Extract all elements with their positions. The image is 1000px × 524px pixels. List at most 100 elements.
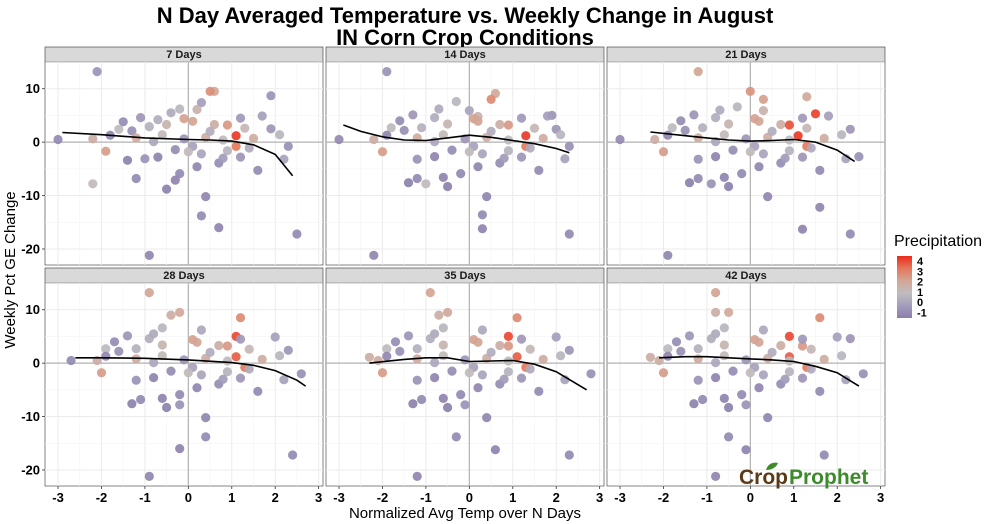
data-point (434, 310, 444, 320)
x-tick-label: 0 (747, 490, 754, 505)
legend-label: 2 (917, 277, 923, 289)
legend-colorbar (897, 256, 912, 318)
data-point (196, 98, 206, 108)
data-point (556, 130, 566, 140)
data-point (162, 119, 172, 130)
data-point (166, 108, 176, 118)
data-point (719, 130, 729, 140)
data-point (815, 386, 825, 396)
points-group (66, 288, 307, 481)
data-point (724, 119, 734, 129)
data-point (482, 192, 492, 202)
facet-strip-label: 21 Days (725, 49, 767, 61)
data-point (832, 332, 842, 342)
data-point (196, 211, 206, 221)
data-point (430, 373, 440, 383)
data-point (797, 152, 808, 162)
data-point (279, 375, 289, 385)
x-tick-label: -1 (139, 490, 151, 505)
data-point (218, 153, 228, 163)
data-point (144, 334, 154, 344)
legend-label: 4 (917, 256, 924, 268)
data-point (425, 334, 435, 344)
data-point (499, 153, 509, 163)
data-point (166, 366, 176, 376)
data-point (477, 149, 487, 159)
smooth-curve (659, 355, 860, 387)
data-point (175, 444, 185, 454)
data-point (408, 399, 418, 409)
data-point (114, 346, 124, 356)
data-point (564, 450, 574, 460)
data-point (144, 250, 154, 260)
data-point (797, 373, 808, 383)
data-point (231, 141, 241, 151)
data-point (266, 124, 276, 134)
data-point (667, 123, 677, 133)
data-point (516, 373, 527, 383)
data-point (279, 154, 289, 164)
data-point (438, 393, 448, 403)
legend-label: 0 (917, 297, 923, 309)
data-point (728, 366, 738, 376)
data-point (377, 368, 388, 378)
data-point (564, 229, 574, 239)
data-point (144, 122, 154, 132)
plot-background (606, 282, 886, 487)
data-point (473, 383, 483, 393)
data-point (473, 337, 483, 347)
x-tick-label: -3 (614, 490, 626, 505)
legend-title: Precipitation (894, 233, 982, 250)
data-point (724, 432, 734, 442)
data-point (183, 368, 193, 378)
data-point (166, 310, 176, 320)
data-point (806, 364, 816, 374)
data-point (741, 445, 751, 455)
data-point (218, 374, 228, 384)
smooth-curve (343, 124, 570, 154)
data-point (175, 307, 185, 317)
data-point (490, 445, 500, 455)
facet-strip-label: 7 Days (166, 49, 201, 61)
chart-title-line1: N Day Averaged Temperature vs. Weekly Ch… (157, 3, 774, 28)
legend-label: 3 (917, 266, 923, 278)
data-point (797, 224, 808, 234)
data-point (711, 358, 721, 368)
data-point (689, 399, 699, 409)
data-point (456, 169, 466, 179)
data-point (222, 120, 232, 130)
data-point (253, 165, 263, 175)
plot-background (606, 61, 886, 266)
data-point (136, 113, 146, 123)
x-axis-title: Normalized Avg Temp over N Days (349, 505, 581, 522)
data-point (464, 147, 474, 157)
smooth-curve (62, 131, 294, 177)
data-point (741, 134, 751, 144)
data-point (412, 344, 422, 354)
data-point (403, 331, 414, 341)
data-point (689, 110, 699, 120)
data-point (698, 394, 708, 405)
data-point (283, 345, 293, 355)
y-tick-label: -20 (21, 241, 40, 256)
data-point (235, 334, 246, 344)
facet-strip-label: 14 Days (444, 49, 486, 61)
data-point (149, 137, 159, 147)
data-point (201, 413, 211, 423)
data-point (815, 202, 825, 212)
data-point (724, 181, 734, 192)
facet-strip-label: 35 Days (444, 270, 486, 282)
points-group (364, 288, 596, 481)
data-point (711, 471, 721, 481)
data-point (222, 356, 232, 366)
data-point (334, 134, 344, 145)
data-point (421, 179, 431, 189)
data-point (711, 152, 721, 162)
data-point (473, 162, 483, 172)
data-point (373, 355, 383, 366)
data-point (745, 86, 755, 96)
data-point (503, 146, 513, 156)
data-point (534, 386, 544, 396)
